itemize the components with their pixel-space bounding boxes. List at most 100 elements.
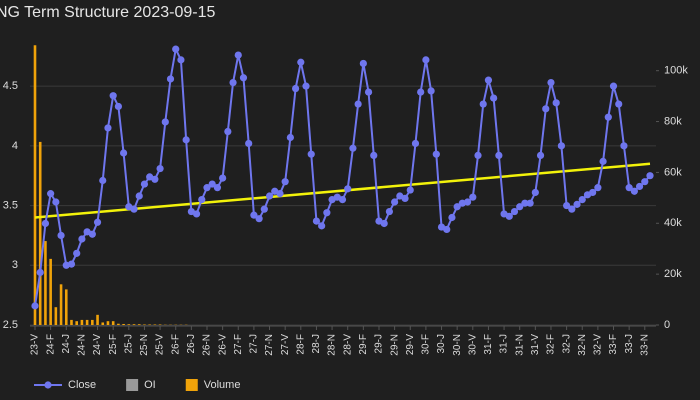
close-marker [31, 302, 39, 310]
y-tick-label: 2.5 [3, 319, 18, 331]
volume-bar [158, 324, 162, 325]
close-marker [609, 82, 618, 90]
x-tick-label: 26-N [202, 334, 213, 356]
volume-bar [132, 324, 136, 325]
legend-item: OI [126, 379, 156, 391]
close-marker [312, 217, 321, 225]
close-marker [203, 184, 211, 192]
close-marker [526, 199, 534, 207]
x-tick-label: 24-J [61, 334, 72, 353]
close-marker [635, 182, 644, 191]
x-tick-label: 26-V [217, 334, 228, 355]
volume-bar [38, 141, 42, 325]
volume-bar [148, 324, 151, 325]
close-marker [120, 149, 128, 157]
close-marker [140, 180, 149, 188]
y2-tick-label: 20k [664, 268, 682, 280]
close-marker [391, 198, 399, 206]
x-tick-label: 28-F [295, 334, 306, 355]
close-marker [594, 184, 602, 192]
volume-bar [54, 307, 58, 325]
close-marker [213, 184, 222, 192]
close-marker [401, 194, 409, 203]
close-marker [338, 195, 347, 204]
volume-bar [137, 324, 141, 325]
x-tick-label: 29-N [389, 334, 400, 356]
close-marker [198, 195, 206, 204]
x-tick-label: 26-J [186, 334, 197, 353]
close-marker [484, 76, 493, 84]
y2-tick-label: 40k [664, 217, 682, 229]
close-marker [364, 88, 373, 96]
y2-tick-label: 60k [664, 166, 682, 178]
close-marker [542, 105, 550, 113]
close-marker [370, 151, 378, 160]
x-tick-label: 24-N [77, 334, 88, 356]
volume-bar [75, 321, 78, 325]
close-marker [57, 231, 65, 240]
x-tick-label: 27-N [264, 334, 275, 356]
close-marker [291, 84, 300, 93]
close-marker [479, 100, 487, 108]
close-marker [589, 188, 597, 197]
volume-bar [106, 321, 110, 325]
close-marker [219, 174, 227, 182]
x-tick-label: 33-F [608, 334, 619, 355]
close-marker [109, 92, 117, 100]
x-tick-label: 31-N [514, 334, 525, 356]
x-tick-label: 24-V [92, 334, 103, 355]
close-marker [630, 187, 638, 195]
close-marker [281, 178, 289, 186]
x-tick-label: 27-V [280, 334, 291, 355]
legend-label: OI [144, 379, 156, 391]
close-marker [417, 88, 425, 96]
close-marker [229, 78, 237, 87]
volume-bar [70, 319, 73, 325]
legend-swatch [126, 379, 139, 391]
y2-tick-label: 80k [664, 115, 682, 127]
close-marker [192, 210, 201, 218]
close-marker [104, 124, 112, 132]
volume-bar [153, 324, 157, 325]
close-marker [245, 139, 253, 148]
x-tick-label: 29-V [405, 334, 416, 355]
x-tick-label: 32-N [577, 334, 588, 356]
legend-swatch [185, 379, 198, 391]
close-marker [557, 142, 565, 150]
close-marker [599, 157, 607, 165]
y2-tick-label: 100k [664, 65, 688, 77]
volume-bar [122, 323, 125, 325]
close-marker [521, 199, 529, 207]
chart-title: NG Term Structure 2023-09-15 [0, 4, 215, 21]
close-line [34, 45, 651, 307]
x-tick-label: 29-J [374, 334, 385, 353]
close-marker [151, 175, 159, 183]
close-marker [427, 87, 435, 95]
x-tick-label: 31-J [499, 334, 510, 353]
close-marker [156, 164, 164, 173]
x-tick-label: 32-F [546, 334, 557, 355]
close-marker [349, 144, 357, 152]
legend-item: Volume [185, 379, 240, 391]
close-marker [88, 230, 96, 238]
x-tick-label: 23-V [30, 334, 41, 355]
close-marker [172, 45, 180, 53]
legend-marker [44, 381, 52, 389]
close-marker [52, 198, 60, 206]
x-tick-label: 30-V [467, 334, 478, 355]
x-tick-label: 24-F [45, 334, 56, 355]
close-marker [182, 136, 190, 144]
legend-label: Close [68, 379, 96, 391]
close-marker [297, 58, 305, 66]
x-tick-label: 28-J [311, 334, 322, 353]
x-tick-label: 33-J [624, 334, 635, 353]
volume-bar [101, 322, 105, 325]
x-tick-label: 28-V [342, 334, 353, 355]
volume-bar [49, 258, 52, 325]
x-tick-label: 30-J [436, 334, 447, 353]
close-marker [422, 56, 430, 64]
close-marker [443, 225, 451, 234]
x-tick-label: 28-N [327, 334, 338, 356]
volume-bar [117, 323, 120, 325]
close-marker [135, 192, 143, 200]
